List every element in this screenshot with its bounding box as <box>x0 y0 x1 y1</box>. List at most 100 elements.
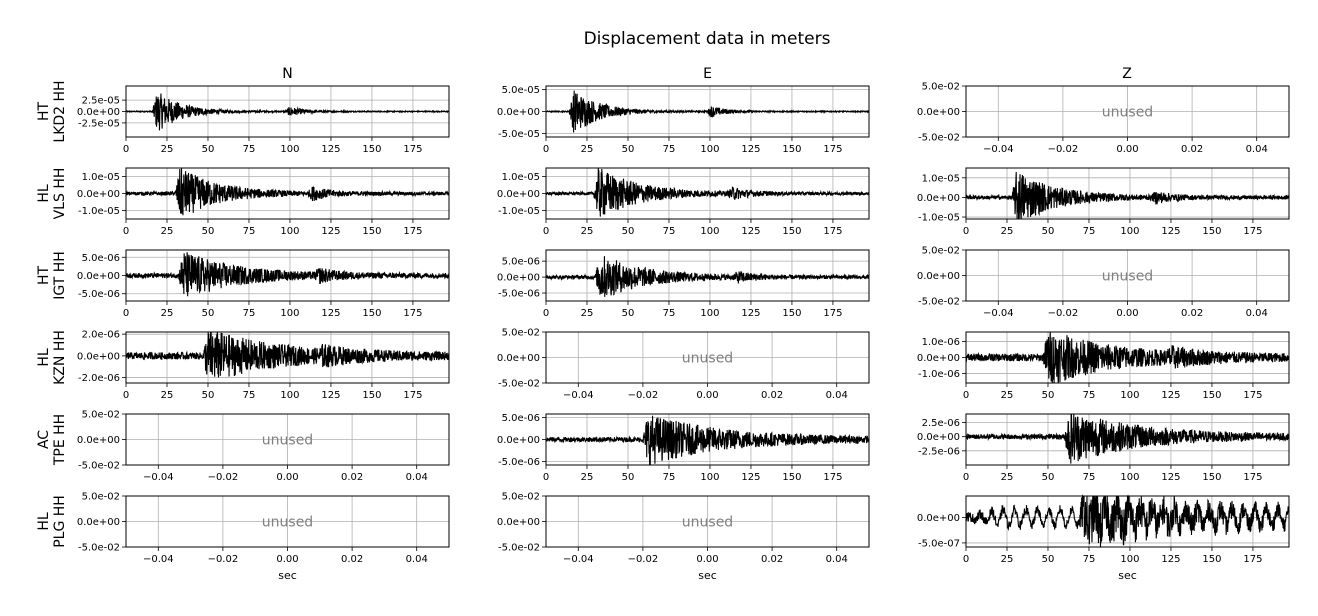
subplot-kzn-hh-z: 1.0e-06 0.0e+00 -1.0e-060 25 50 75 100 125 150 17… <box>917 331 1290 401</box>
x-tick-label: 0 <box>963 472 969 483</box>
x-tick-label: 125 <box>741 226 760 237</box>
station-label: HLPLG HH <box>36 495 68 548</box>
subplot-igt-hh-z: unused 5.0e-02 0.0e+00 -5.0e-02 −0.04 −0.02 0.… <box>917 246 1290 319</box>
x-tick-label: 75 <box>1083 226 1096 237</box>
subplot-vls-hh-e: 1.0e-05 0.0e+00 -1.0e-050 25 50 75 100 125 150 17… <box>497 167 870 237</box>
y-tick-label: 0.0e+00 <box>497 517 540 528</box>
x-tick-label: 125 <box>1161 390 1180 401</box>
x-tick-label: 100 <box>1120 390 1139 401</box>
station-name: PLG HH <box>52 495 68 548</box>
y-tick-label: -5.0e-02 <box>498 379 540 390</box>
x-tick-label: 0.04 <box>1246 308 1268 319</box>
axes-frame <box>965 413 1290 466</box>
y-tick-label: 0.0e+00 <box>917 107 960 118</box>
x-tick-label: 50 <box>202 390 215 401</box>
y-tick-label: 5.0e-06 <box>502 257 540 268</box>
subplot-plg-hh-e: unused 5.0e-02 0.0e+00 -5.0e-02 −0.04 −0.02 0.… <box>497 492 870 582</box>
waveform-line <box>125 252 450 297</box>
x-tick-label: 150 <box>782 472 801 483</box>
x-tick-label: 0.02 <box>761 390 783 401</box>
x-tick-label: 0.00 <box>276 554 298 565</box>
x-tick-label: 50 <box>622 144 635 155</box>
x-tick-label: 75 <box>663 472 676 483</box>
column-title-e: E <box>703 66 712 82</box>
x-tick-label: 175 <box>403 226 422 237</box>
x-tick-label: −0.04 <box>143 554 174 565</box>
x-tick-label: 125 <box>321 226 340 237</box>
x-tick-label: 125 <box>321 308 340 319</box>
y-tick-label: -1.0e-06 <box>918 369 960 380</box>
y-tick-label: 5.0e-06 <box>82 253 120 264</box>
x-tick-label: 175 <box>1243 554 1262 565</box>
x-tick-label: 0 <box>543 472 549 483</box>
y-tick-label: -5.0e-02 <box>918 297 960 308</box>
x-tick-label: 125 <box>741 144 760 155</box>
x-tick-label: 0 <box>543 226 549 237</box>
y-tick-label: 0.0e+00 <box>497 189 540 200</box>
x-tick-label: 100 <box>1120 472 1139 483</box>
waveform-line <box>965 172 1290 220</box>
subplot-lkd2-hh-z: unused 5.0e-02 0.0e+00 -5.0e-02 −0.04 −0.02 0.… <box>917 82 1290 155</box>
x-tick-label: 0.02 <box>341 472 363 483</box>
y-tick-label: -1.0e-05 <box>78 206 120 217</box>
column-title-z: Z <box>1122 66 1132 82</box>
x-tick-label: −0.04 <box>983 308 1014 319</box>
y-tick-label: -5.0e-05 <box>498 129 540 140</box>
x-tick-label: 150 <box>782 144 801 155</box>
x-tick-label: 75 <box>243 226 256 237</box>
x-tick-label: 0.02 <box>1181 144 1203 155</box>
y-tick-label: -5.0e-06 <box>78 289 120 300</box>
x-tick-label: 125 <box>321 390 340 401</box>
y-tick-label: 0.0e+00 <box>77 517 120 528</box>
x-tick-label: 25 <box>581 472 594 483</box>
station-name: TPE HH <box>52 414 68 466</box>
axes-frame <box>965 167 1290 220</box>
x-tick-label: −0.02 <box>208 554 239 565</box>
x-tick-label: 150 <box>1202 554 1221 565</box>
y-tick-label: -5.0e-06 <box>498 289 540 300</box>
subplot-igt-hh-e: 5.0e-06 0.0e+00 -5.0e-060 25 50 75 100 125 150 17… <box>497 249 870 319</box>
station-network: HL <box>36 512 52 531</box>
x-tick-label: 75 <box>243 390 256 401</box>
y-tick-label: -1.0e-05 <box>918 213 960 224</box>
x-tick-label: 0 <box>543 308 549 319</box>
y-tick-label: 0.0e+00 <box>77 189 120 200</box>
station-label: HTIGT HH <box>36 251 68 300</box>
y-tick-label: 0.0e+00 <box>77 351 120 362</box>
x-tick-label: 125 <box>741 472 760 483</box>
y-tick-label: 0.0e+00 <box>497 435 540 446</box>
station-label: HLKZN HH <box>36 330 68 385</box>
x-tick-label: 0.02 <box>761 554 783 565</box>
station-network: HT <box>36 266 52 286</box>
x-tick-label: 25 <box>581 226 594 237</box>
waveform-line <box>545 90 870 133</box>
x-tick-label: 25 <box>1001 226 1014 237</box>
y-tick-label: -5.0e-02 <box>498 543 540 554</box>
waveform-line <box>545 256 870 297</box>
waveform-line <box>965 413 1290 464</box>
unused-label: unused <box>1102 269 1153 285</box>
y-tick-label: 5.0e-02 <box>502 328 540 339</box>
x-tick-label: 125 <box>1161 472 1180 483</box>
y-tick-label: 5.0e-02 <box>922 246 960 257</box>
x-tick-label: 25 <box>1001 472 1014 483</box>
x-tick-label: 75 <box>663 144 676 155</box>
y-tick-label: 5.0e-02 <box>502 492 540 503</box>
x-tick-label: 50 <box>202 144 215 155</box>
station-label: HTLKD2 HH <box>36 80 68 142</box>
x-tick-label: 175 <box>823 472 842 483</box>
x-tick-label: 100 <box>700 308 719 319</box>
x-tick-label: 0.04 <box>406 472 428 483</box>
x-tick-label: 75 <box>243 144 256 155</box>
x-tick-label: 0.00 <box>1116 144 1138 155</box>
y-tick-label: 1.0e-05 <box>502 172 540 183</box>
x-tick-label: 0 <box>543 144 549 155</box>
x-tick-label: 175 <box>1243 226 1262 237</box>
x-tick-label: 25 <box>581 144 594 155</box>
subplot-lkd2-hh-e: 5.0e-05 0.0e+00 -5.0e-050 25 50 75 100 125 150 17… <box>497 85 870 155</box>
x-tick-label: −0.02 <box>628 554 659 565</box>
y-tick-label: 0.0e+00 <box>497 353 540 364</box>
x-tick-label: 50 <box>622 226 635 237</box>
x-tick-label: 100 <box>280 144 299 155</box>
